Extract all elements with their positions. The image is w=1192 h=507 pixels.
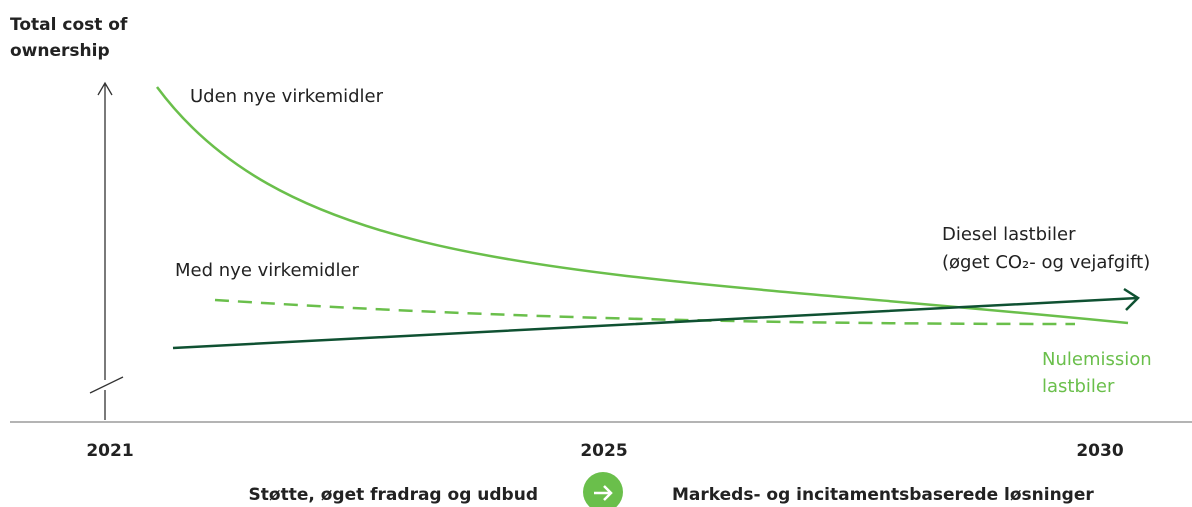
label: Nulemission <box>1042 349 1152 370</box>
label: Med nye virkemidler <box>175 260 360 281</box>
label: Diesel lastbiler <box>942 224 1076 245</box>
arrow-icon <box>583 472 623 507</box>
footer-text: Markeds- og incitamentsbaserede løsninge… <box>672 485 1094 505</box>
diesel-line <box>172 287 1140 350</box>
label: Uden nye virkemidler <box>190 86 384 107</box>
label: lastbiler <box>1042 376 1115 397</box>
x-label: 2030 <box>1076 441 1123 461</box>
curve-with <box>214 298 1076 326</box>
footer-text: Støtte, øget fradrag og udbud <box>249 485 538 505</box>
y-axis <box>89 81 124 420</box>
axis-title: ownership <box>10 41 110 61</box>
curve-without <box>155 86 1129 325</box>
arrow-glyph <box>594 485 613 501</box>
label: (øget CO₂- og vejafgift) <box>942 252 1150 273</box>
x-label: 2021 <box>86 441 133 461</box>
axis-title: Total cost of <box>10 15 128 35</box>
x-label: 2025 <box>580 441 627 461</box>
